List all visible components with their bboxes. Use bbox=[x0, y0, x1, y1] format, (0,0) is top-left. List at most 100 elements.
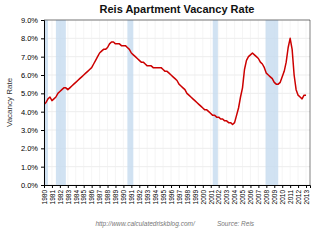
x-tick-mark bbox=[243, 185, 244, 188]
y-axis-line bbox=[41, 21, 45, 186]
x-tick: 2001 bbox=[208, 185, 215, 204]
grid-line-x bbox=[258, 20, 259, 185]
grid-line-x bbox=[186, 20, 187, 185]
x-tick: 1995 bbox=[160, 185, 167, 204]
y-tick-mark bbox=[41, 20, 44, 21]
x-tick-mark bbox=[52, 185, 53, 188]
y-tick-label: 9.0% bbox=[21, 16, 38, 25]
grid-line-x bbox=[282, 20, 283, 185]
x-tick-mark bbox=[100, 185, 101, 188]
grid-line-x bbox=[210, 20, 211, 185]
x-tick: 1985 bbox=[80, 185, 87, 204]
x-tick-mark bbox=[92, 185, 93, 188]
x-tick-mark bbox=[211, 185, 212, 188]
x-tick: 1983 bbox=[65, 185, 72, 204]
x-tick-mark bbox=[115, 185, 116, 188]
grid-line-x bbox=[250, 20, 251, 185]
x-tick-label: 2005 bbox=[239, 190, 246, 205]
x-tick-label: 1986 bbox=[88, 190, 95, 205]
grid-line-x bbox=[75, 20, 76, 185]
line bbox=[44, 38, 306, 124]
x-tick: 1982 bbox=[57, 185, 64, 204]
x-tick: 1998 bbox=[184, 185, 191, 204]
x-tick-mark bbox=[147, 185, 148, 188]
x-tick-label: 1992 bbox=[136, 190, 143, 205]
x-tick: 1993 bbox=[144, 185, 151, 204]
y-tick: 4.0% bbox=[21, 108, 44, 117]
x-tick-mark bbox=[179, 185, 180, 188]
x-tick-label: 1987 bbox=[96, 190, 103, 205]
x-tick: 2007 bbox=[255, 185, 262, 204]
grid-line-x bbox=[298, 20, 299, 185]
x-tick-label: 2004 bbox=[231, 190, 238, 205]
grid-line-x bbox=[178, 20, 179, 185]
x-tick-label: 1997 bbox=[176, 190, 183, 205]
y-tick-mark bbox=[41, 38, 44, 39]
x-tick-mark bbox=[108, 185, 109, 188]
x-tick-mark bbox=[290, 185, 291, 188]
x-tick-label: 2012 bbox=[295, 190, 302, 205]
x-tick-mark bbox=[60, 185, 61, 188]
x-tick-label: 2003 bbox=[223, 190, 230, 205]
y-tick: 6.0% bbox=[21, 71, 44, 80]
grid-line-x bbox=[115, 20, 116, 185]
x-tick-label: 2010 bbox=[279, 190, 286, 205]
y-axis: 0.0%1.0%2.0%3.0%4.0%5.0%6.0%7.0%8.0%9.0% bbox=[21, 16, 45, 190]
y-tick-mark bbox=[41, 75, 44, 76]
annotation: http://www.calculatedriskblog.com/ bbox=[95, 220, 196, 228]
x-tick-mark bbox=[123, 185, 124, 188]
x-tick-mark bbox=[235, 185, 236, 188]
x-tick-mark bbox=[84, 185, 85, 188]
y-tick-label: 6.0% bbox=[21, 71, 38, 80]
x-tick: 2011 bbox=[287, 185, 294, 204]
y-tick-label: 1.0% bbox=[21, 163, 38, 172]
annotation: Source: Reis bbox=[217, 220, 255, 227]
y-tick-label: 0.0% bbox=[21, 181, 38, 190]
x-tick-label: 2007 bbox=[255, 190, 262, 205]
x-tick: 1992 bbox=[136, 185, 143, 204]
grid bbox=[44, 20, 310, 185]
y-tick-label: 4.0% bbox=[21, 108, 38, 117]
x-tick-mark bbox=[274, 185, 275, 188]
x-tick: 2005 bbox=[239, 185, 246, 204]
x-tick: 2000 bbox=[200, 185, 207, 204]
recession-band bbox=[213, 20, 218, 185]
x-tick-label: 2002 bbox=[215, 190, 222, 205]
x-tick-label: 1991 bbox=[128, 190, 135, 205]
x-tick-label: 1982 bbox=[57, 190, 64, 205]
frame-right bbox=[310, 20, 311, 185]
y-tick-label: 3.0% bbox=[21, 126, 38, 135]
frame-top bbox=[44, 20, 310, 21]
y-tick: 0.0% bbox=[21, 181, 44, 190]
recession-band bbox=[266, 20, 279, 185]
x-tick-label: 1996 bbox=[168, 190, 175, 205]
grid-line-x bbox=[171, 20, 172, 185]
x-tick-mark bbox=[139, 185, 140, 188]
x-axis: 1980198119821983198419851986198719881989… bbox=[41, 185, 311, 204]
x-tick: 2010 bbox=[279, 185, 286, 204]
y-tick: 2.0% bbox=[21, 144, 44, 153]
title: Reis Apartment Vacancy Rate bbox=[100, 3, 255, 15]
grid-line-x bbox=[107, 20, 108, 185]
x-tick: 1980 bbox=[41, 185, 48, 204]
grid-line-x bbox=[306, 20, 307, 185]
x-tick: 1986 bbox=[88, 185, 95, 204]
x-tick: 2006 bbox=[247, 185, 254, 204]
grid-line-x bbox=[226, 20, 227, 185]
x-tick-mark bbox=[187, 185, 188, 188]
x-tick: 1990 bbox=[120, 185, 127, 204]
x-tick-label: 1980 bbox=[41, 190, 48, 205]
x-tick: 2013 bbox=[303, 185, 310, 204]
grid-line-x bbox=[139, 20, 140, 185]
x-tick-mark bbox=[163, 185, 164, 188]
y-tick: 9.0% bbox=[21, 16, 44, 25]
x-tick-mark bbox=[306, 185, 307, 188]
x-tick-label: 1989 bbox=[112, 190, 119, 205]
x-axis-line bbox=[45, 186, 311, 189]
x-tick: 1996 bbox=[168, 185, 175, 204]
grid-line-x bbox=[83, 20, 84, 185]
grid-line-x bbox=[290, 20, 291, 185]
x-tick-mark bbox=[68, 185, 69, 188]
x-tick-label: 2011 bbox=[287, 190, 294, 204]
grid-line-x bbox=[123, 20, 124, 185]
